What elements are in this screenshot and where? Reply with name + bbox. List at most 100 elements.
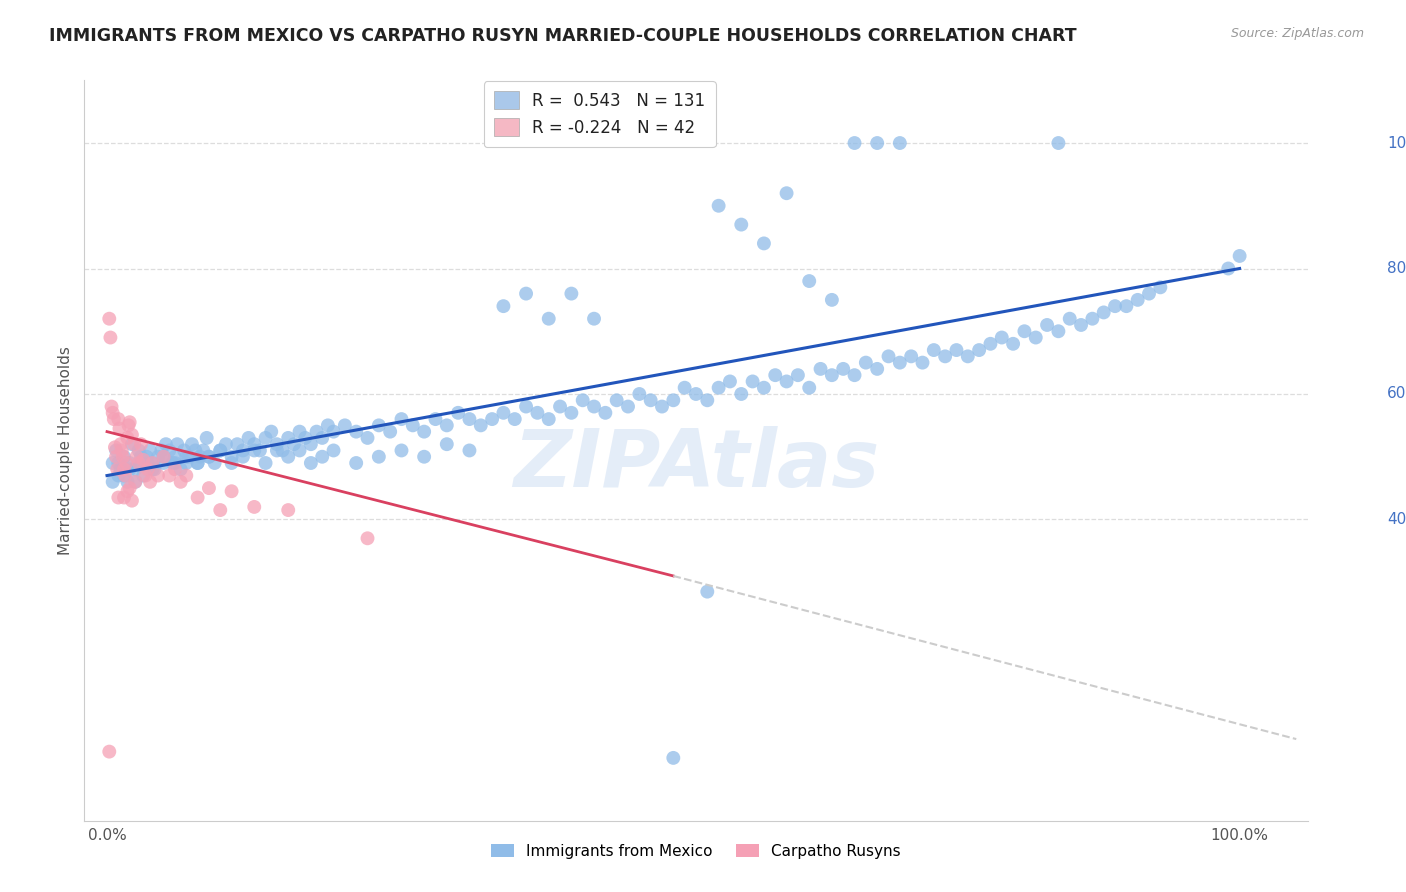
Point (110, 437, 132, 451)
Point (595, 406, 617, 420)
Point (560, 286, 582, 301)
Point (121, 427, 143, 442)
Point (707, 381, 730, 395)
Point (125, 450, 148, 464)
Point (226, 437, 249, 451)
Point (1092, 305, 1115, 319)
Point (945, 343, 967, 357)
Point (177, 450, 200, 464)
Point (548, 400, 571, 414)
Point (311, 450, 333, 464)
Point (184, 443, 207, 458)
Point (560, 406, 582, 420)
Point (503, 412, 526, 426)
Point (934, 349, 956, 363)
Point (98, 311, 121, 326)
Point (117, 475, 139, 489)
Point (1218, 261, 1240, 276)
Point (195, 431, 218, 445)
Point (266, 437, 288, 451)
Point (537, 412, 560, 426)
Point (470, 418, 492, 433)
Point (157, 468, 180, 483)
Point (221, 450, 243, 464)
Point (741, 375, 763, 389)
Point (152, 450, 174, 464)
Point (922, 343, 945, 357)
Point (515, 286, 537, 301)
Point (283, 437, 305, 451)
Point (402, 418, 425, 433)
Point (628, 387, 651, 401)
Point (152, 456, 174, 470)
Point (526, 406, 548, 420)
Point (651, 400, 673, 414)
Point (458, 412, 481, 426)
Point (132, 453, 155, 467)
Point (139, 475, 162, 489)
Point (209, 443, 232, 458)
Point (243, 443, 266, 458)
Point (129, 456, 152, 470)
Point (122, 437, 145, 451)
Point (356, 431, 378, 445)
Point (115, 456, 138, 470)
Point (169, 475, 191, 489)
Point (447, 406, 470, 420)
Point (380, 425, 402, 439)
Point (1149, 280, 1171, 294)
Point (187, 456, 209, 470)
Point (198, 450, 221, 464)
Point (356, 531, 378, 545)
Point (1014, 324, 1036, 338)
Point (114, 468, 136, 483)
Point (515, 400, 537, 414)
Point (107, 456, 129, 470)
Point (100, 330, 122, 344)
Point (146, 468, 169, 483)
Point (110, 462, 132, 476)
Point (152, 450, 174, 464)
Point (107, 412, 129, 426)
Point (98, 745, 121, 759)
Point (391, 412, 413, 426)
Point (105, 450, 128, 464)
Point (221, 456, 243, 470)
Point (821, 293, 844, 307)
Point (911, 356, 934, 370)
Point (108, 421, 131, 435)
Point (458, 443, 481, 458)
Point (277, 431, 299, 445)
Point (775, 375, 797, 389)
Point (832, 362, 855, 376)
Point (254, 456, 277, 470)
Point (288, 425, 311, 439)
Point (1047, 136, 1070, 150)
Point (299, 456, 322, 470)
Point (135, 456, 157, 470)
Point (162, 456, 184, 470)
Point (112, 468, 135, 483)
Point (128, 456, 150, 470)
Point (221, 484, 243, 499)
Point (294, 431, 316, 445)
Point (111, 450, 134, 464)
Point (413, 450, 436, 464)
Y-axis label: Married-couple Households: Married-couple Households (58, 346, 73, 555)
Point (163, 462, 186, 476)
Point (124, 475, 146, 489)
Point (967, 343, 990, 357)
Point (1047, 324, 1070, 338)
Point (238, 431, 260, 445)
Point (129, 450, 152, 464)
Text: 60.0%: 60.0% (1388, 386, 1406, 401)
Point (288, 443, 311, 458)
Point (187, 456, 209, 470)
Point (583, 311, 606, 326)
Point (271, 443, 294, 458)
Point (425, 412, 447, 426)
Point (810, 362, 832, 376)
Point (181, 437, 204, 451)
Legend: Immigrants from Mexico, Carpatho Rusyns: Immigrants from Mexico, Carpatho Rusyns (485, 838, 907, 865)
Point (193, 443, 215, 458)
